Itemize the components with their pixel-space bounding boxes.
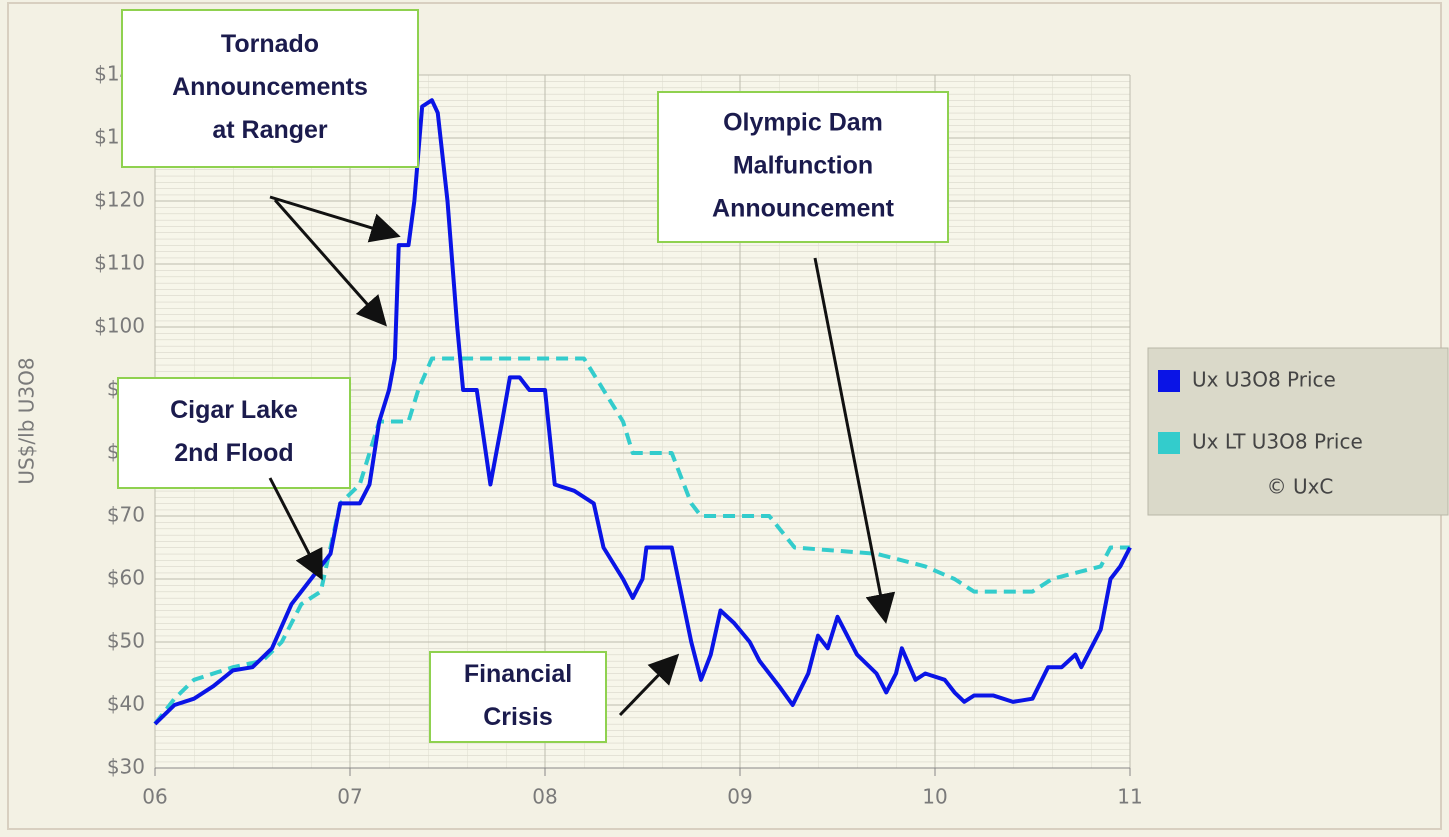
y-axis-label: US$/lb U3O8 <box>15 357 39 484</box>
legend-swatch <box>1158 370 1180 392</box>
annotation-box <box>429 651 607 743</box>
annotation-box <box>121 9 419 168</box>
annotation-text: Announcements <box>172 73 368 101</box>
y-tick-label: $120 <box>94 188 145 212</box>
annotation-text: Olympic Dam <box>723 109 883 137</box>
legend-label: Ux U3O8 Price <box>1192 368 1336 392</box>
annotation-text: 2nd Flood <box>174 439 293 467</box>
x-tick-label: 06 <box>142 785 167 809</box>
y-tick-label: $40 <box>107 692 145 716</box>
x-tick-label: 10 <box>922 785 947 809</box>
legend-label: Ux LT U3O8 Price <box>1192 430 1363 454</box>
legend-note: © UxC <box>1267 475 1334 499</box>
legend-swatch <box>1158 432 1180 454</box>
x-tick-label: 07 <box>337 785 362 809</box>
annotation-arrow <box>618 653 680 717</box>
series-line <box>153 356 1130 726</box>
x-tick-label: 11 <box>1117 785 1142 809</box>
legend <box>1147 347 1449 516</box>
annotation-arrow <box>268 477 323 581</box>
annotation-text: Tornado <box>221 30 319 58</box>
y-tick-label: $70 <box>107 503 145 527</box>
annotation-text: at Ranger <box>212 116 328 144</box>
series-line <box>153 98 1132 726</box>
annotation-text: Announcement <box>712 195 895 223</box>
annotation-arrow <box>813 257 896 624</box>
y-tick-label: $100 <box>94 314 145 338</box>
y-tick-label: $30 <box>107 755 145 779</box>
x-tick-label: 09 <box>727 785 752 809</box>
annotation-arrow <box>273 199 387 327</box>
annotation-box <box>117 377 351 489</box>
annotation-text: Cigar Lake <box>170 396 298 424</box>
annotation-arrow <box>269 195 401 243</box>
annotation-text: Financial <box>464 660 572 688</box>
annotation-text: Crisis <box>483 703 552 731</box>
y-tick-label: $50 <box>107 629 145 653</box>
y-tick-label: $110 <box>94 251 145 275</box>
x-tick-label: 08 <box>532 785 557 809</box>
annotation-text: Malfunction <box>733 152 873 180</box>
annotation-box <box>657 91 949 243</box>
y-tick-label: $60 <box>107 566 145 590</box>
